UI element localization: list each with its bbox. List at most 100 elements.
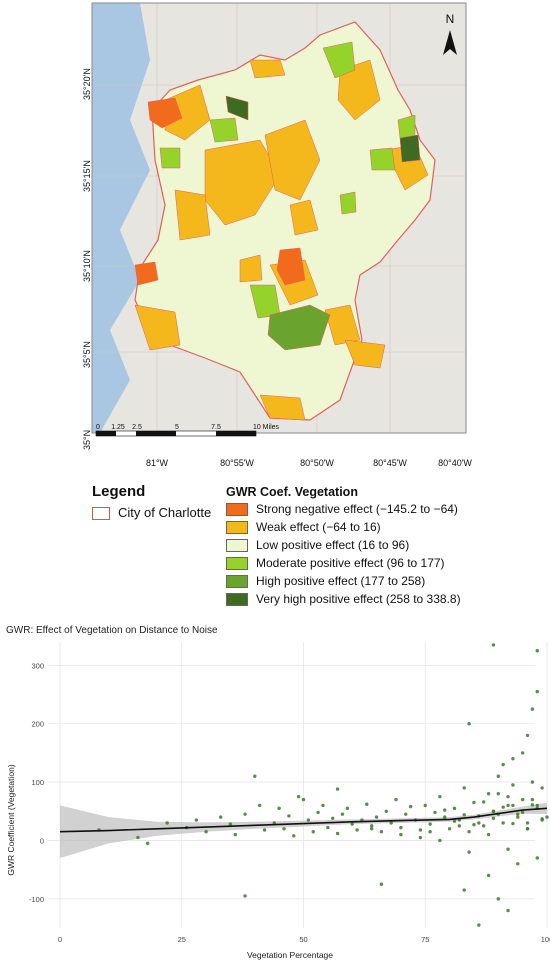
data-point [462,888,466,892]
data-point [520,797,525,802]
data-point [540,786,544,790]
legend-item: Strong negative effect (−145.2 to −64) [226,500,458,518]
data-point [467,722,471,726]
data-point [379,882,384,886]
data-point [219,815,223,819]
data-point [486,873,491,878]
data-point [379,829,384,834]
moderate-positive-zones [159,41,416,319]
lat-label: 35°10'N [82,250,92,282]
scale-number: 0 [96,424,100,431]
data-point [369,827,374,831]
data-point [496,774,500,778]
data-point [535,689,539,694]
data-point [194,818,199,822]
data-point [369,824,374,828]
data-point [525,733,530,738]
data-point [535,803,539,808]
data-point [535,856,539,860]
data-point [243,894,247,898]
lon-label: 80°45'W [373,458,407,468]
data-point [511,783,515,787]
y-tick-labels: -100 0 100 200 300 [29,661,44,903]
data-point [408,804,413,809]
data-point [535,649,539,653]
weak-effect-zones [134,59,429,421]
gwr-legend-title: GWR Coef. Vegetation [226,485,358,499]
data-point [443,808,447,812]
very-high-positive-zones [225,95,421,163]
data-point [501,805,505,809]
legend-label: Low positive effect (16 to 96) [256,538,410,552]
lat-label: 35°15'N [82,160,92,192]
data-point [340,812,345,816]
lat-label: 35°N [82,430,92,450]
x-tick-label: 50 [299,935,307,944]
data-point [253,774,257,778]
data-point [506,794,510,799]
legend-item: Weak effect (−64 to 16) [226,518,381,536]
data-point [511,821,515,826]
confidence-band [60,802,547,858]
data-point [204,829,208,834]
data-point [530,780,535,784]
data-point [301,797,306,802]
legend-label: Moderate positive effect (96 to 177) [256,556,445,570]
high-positive-zones [267,304,331,351]
x-tick-labels: 0 25 50 75 100 [58,935,550,944]
data-point [384,809,388,813]
data-point [472,800,476,805]
data-point [335,787,340,791]
data-point [540,817,544,821]
y-tick-label: 300 [31,661,44,670]
data-point [389,821,393,825]
data-point [374,815,379,819]
scale-number: 10 Miles [253,424,280,431]
data-point [520,810,525,815]
data-point [165,821,169,825]
data-point [292,834,296,838]
data-point [355,828,359,832]
legend-item: Low positive effect (16 to 96) [226,536,409,554]
x-tick-label: 75 [421,935,429,944]
data-point [326,825,330,830]
map-panel: N 35°20'N 35°15'N 35°10'N 35°5'N 35°N 81… [0,0,550,480]
legend-swatch [226,574,248,588]
data-point [491,816,496,820]
y-tick-label: 200 [31,720,44,729]
legend-label: Weak effect (−64 to 16) [256,520,381,534]
data-point [423,803,427,808]
data-point [438,794,442,799]
data-point [491,809,496,813]
charlotte-map: N 35°20'N 35°15'N 35°10'N 35°5'N 35°N 81… [82,2,472,468]
data-point [394,797,398,802]
city-legend-label: City of Charlotte [118,505,212,520]
data-point [506,847,510,851]
x-tick-label: 0 [58,935,62,944]
legend-label: High positive effect (177 to 258) [256,574,426,588]
data-point [399,832,403,837]
data-point [311,829,315,834]
data-point [335,831,340,836]
data-point [428,829,432,834]
lon-label: 81°W [146,458,169,468]
data-point [438,838,442,843]
data-point [136,835,140,840]
data-point [530,803,535,807]
data-point [282,827,286,831]
data-point [428,822,432,826]
trend-line [59,807,548,833]
lon-label: 80°55'W [220,458,254,468]
data-point [418,835,423,840]
scale-bar [95,430,257,437]
lat-label: 35°20'N [82,68,92,100]
data-point [525,827,530,831]
plot-grid [48,642,548,928]
legend-swatch [226,592,248,606]
lon-label: 80°50'W [300,458,334,468]
legend-item: Very high positive effect (258 to 338.8) [226,590,461,608]
legend-label: Strong negative effect (−145.2 to −64) [256,502,458,516]
data-point [243,812,247,816]
data-point [511,757,515,761]
map-water [92,3,150,433]
